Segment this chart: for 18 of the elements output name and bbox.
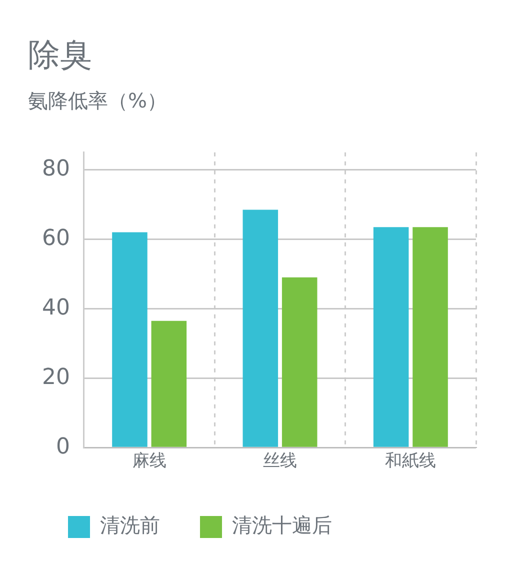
chart-subtitle: 氨降低率（%） — [28, 88, 168, 113]
x-tick-label: 丝线 — [262, 451, 297, 472]
chart-title: 除臭 — [28, 36, 92, 74]
x-tick-label: 和紙线 — [385, 451, 436, 472]
y-tick-label: 0 — [56, 434, 70, 460]
bar — [151, 320, 187, 447]
y-tick-label: 80 — [42, 156, 70, 182]
bar — [112, 232, 148, 447]
legend-label: 清洗十遍后 — [232, 513, 332, 538]
bar — [373, 227, 409, 447]
y-tick-label: 40 — [42, 295, 70, 320]
bar — [412, 227, 448, 447]
y-tick-label: 60 — [42, 226, 70, 251]
legend-label: 清洗前 — [100, 513, 160, 538]
y-tick-label: 20 — [42, 364, 70, 390]
x-tick-label: 麻线 — [132, 451, 166, 472]
bar — [242, 210, 278, 447]
bar — [282, 277, 318, 447]
